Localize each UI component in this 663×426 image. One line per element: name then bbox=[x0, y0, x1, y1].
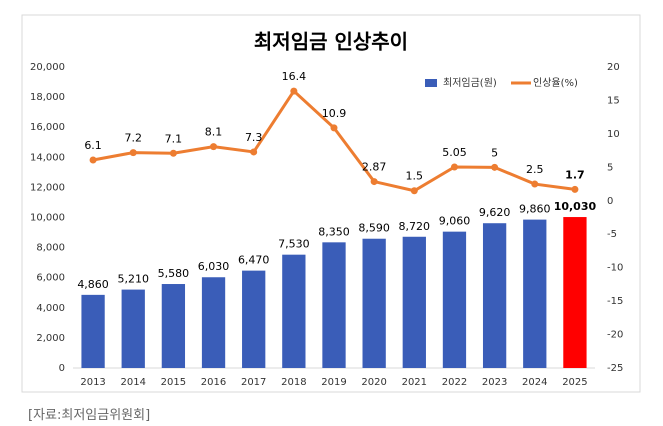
line-point bbox=[89, 156, 97, 164]
bar-value-label: 8,350 bbox=[318, 225, 350, 238]
y-tick-label: 16,000 bbox=[30, 122, 65, 133]
y-tick-label: 14,000 bbox=[30, 152, 65, 163]
bar-value-label: 6,470 bbox=[238, 254, 270, 267]
line-value-label: 1.5 bbox=[406, 170, 424, 183]
bar bbox=[402, 236, 426, 368]
legend-label: 최저임금(원) bbox=[443, 76, 497, 89]
line-value-label: 10.9 bbox=[322, 107, 347, 120]
line-point bbox=[210, 143, 218, 151]
x-tick-label: 2023 bbox=[482, 377, 507, 388]
legend-swatch bbox=[425, 79, 437, 87]
x-tick-label: 2013 bbox=[80, 377, 105, 388]
line-value-label: 2.5 bbox=[526, 163, 544, 176]
x-tick-label: 2024 bbox=[522, 377, 547, 388]
y-tick-label: 6,000 bbox=[36, 273, 65, 284]
line-point bbox=[410, 187, 418, 195]
bar-value-label: 8,590 bbox=[358, 222, 390, 235]
y-tick-label: 4,000 bbox=[36, 303, 65, 314]
bar-value-label: 7,530 bbox=[278, 238, 310, 251]
source: [자료:최저임금위원회] bbox=[28, 408, 151, 423]
line-value-label: 8.1 bbox=[205, 126, 223, 139]
bar bbox=[362, 238, 386, 368]
chart-title: 최저임금 인상추이 bbox=[254, 30, 408, 54]
line-value-label: 7.3 bbox=[245, 131, 263, 144]
line-point bbox=[129, 149, 137, 157]
y2-tick-label: -10 bbox=[607, 263, 623, 274]
y2-tick-label: -5 bbox=[607, 229, 617, 240]
bar bbox=[322, 242, 346, 368]
x-tick-label: 2019 bbox=[321, 377, 346, 388]
line-point bbox=[169, 149, 177, 157]
line-value-label: 1.7 bbox=[565, 168, 585, 181]
y2-tick-label: 20 bbox=[607, 62, 620, 73]
y2-tick-label: 10 bbox=[607, 129, 620, 140]
line-value-label: 5.05 bbox=[442, 146, 467, 159]
line-point bbox=[571, 185, 579, 193]
line-value-label: 2.87 bbox=[362, 161, 387, 174]
bar-value-label: 5,210 bbox=[117, 273, 149, 286]
bar bbox=[121, 289, 145, 368]
bar bbox=[442, 231, 467, 368]
line-value-label: 6.1 bbox=[84, 139, 102, 152]
bar-value-label: 9,860 bbox=[519, 203, 551, 216]
x-tick-label: 2016 bbox=[201, 377, 226, 388]
y-tick-label: 10,000 bbox=[30, 213, 65, 224]
y-tick-label: 18,000 bbox=[30, 92, 65, 103]
bar bbox=[161, 284, 186, 368]
x-tick-label: 2018 bbox=[281, 377, 306, 388]
bar-value-label: 4,860 bbox=[77, 278, 109, 291]
y2-tick-label: -25 bbox=[607, 363, 623, 374]
x-tick-label: 2017 bbox=[241, 377, 266, 388]
x-tick-label: 2021 bbox=[402, 377, 427, 388]
line-value-label: 7.1 bbox=[165, 132, 183, 145]
x-tick-label: 2020 bbox=[361, 377, 386, 388]
bar-value-label: 6,030 bbox=[198, 260, 230, 273]
y2-tick-label: 15 bbox=[607, 95, 620, 106]
y-tick-label: 20,000 bbox=[30, 62, 65, 73]
bar bbox=[563, 217, 587, 368]
bar bbox=[523, 219, 547, 368]
bar-value-label: 9,060 bbox=[439, 215, 471, 228]
line-value-label: 16.4 bbox=[282, 70, 307, 83]
line-point bbox=[290, 87, 298, 95]
line-point bbox=[330, 124, 338, 132]
line-value-label: 7.2 bbox=[124, 132, 142, 145]
line-point bbox=[491, 163, 499, 171]
x-tick-label: 2025 bbox=[562, 377, 587, 388]
line-point bbox=[250, 148, 258, 156]
legend-label: 인상율(%) bbox=[533, 77, 578, 89]
line-point bbox=[531, 180, 539, 188]
y-tick-label: 0 bbox=[59, 363, 65, 374]
line-point bbox=[370, 178, 378, 186]
line-point bbox=[450, 163, 458, 171]
bar bbox=[201, 277, 226, 368]
y-tick-label: 2,000 bbox=[36, 333, 65, 344]
y-tick-label: 12,000 bbox=[30, 182, 65, 193]
y2-tick-label: -15 bbox=[607, 296, 623, 307]
line-value-label: 5 bbox=[491, 146, 498, 159]
bar-value-label: 9,620 bbox=[479, 206, 511, 219]
y2-tick-label: 5 bbox=[607, 162, 613, 173]
x-tick-label: 2015 bbox=[161, 377, 186, 388]
bar bbox=[282, 254, 306, 368]
y2-tick-label: 0 bbox=[607, 196, 613, 207]
x-tick-label: 2014 bbox=[121, 377, 146, 388]
bar bbox=[482, 223, 507, 368]
x-tick-label: 2022 bbox=[442, 377, 467, 388]
bar-value-label: 8,720 bbox=[399, 220, 431, 233]
bar bbox=[242, 270, 266, 368]
bar bbox=[81, 294, 105, 368]
chart-frame bbox=[21, 14, 641, 393]
y-tick-label: 8,000 bbox=[36, 243, 65, 254]
y2-tick-label: -20 bbox=[607, 330, 623, 341]
bar-value-label: 5,580 bbox=[158, 267, 190, 280]
bar-value-label: 10,030 bbox=[554, 200, 597, 213]
